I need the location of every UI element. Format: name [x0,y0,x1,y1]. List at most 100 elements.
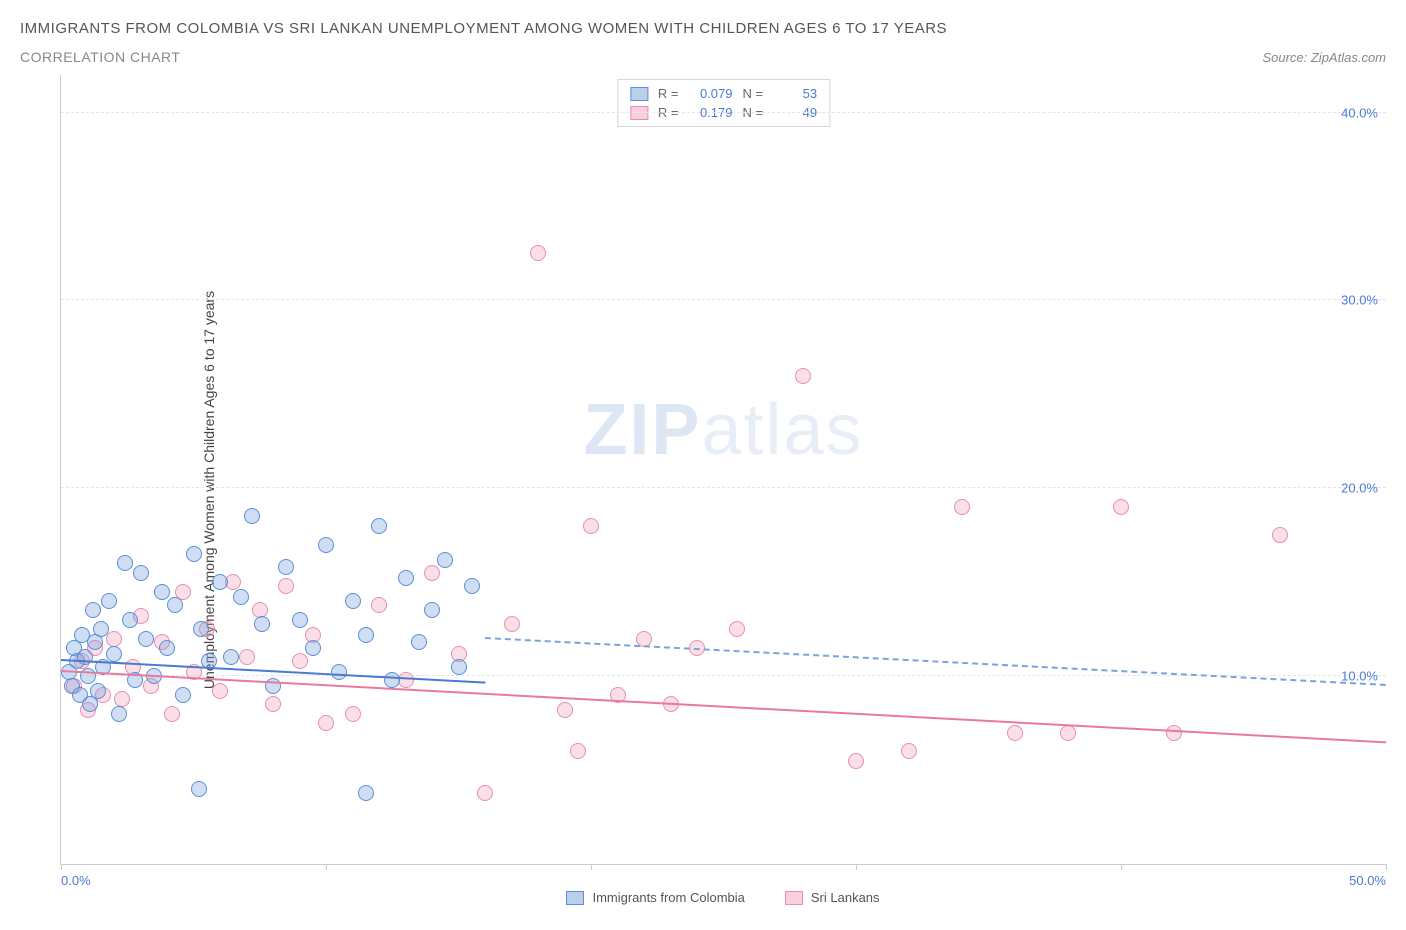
n-label: N = [743,86,764,101]
data-point [233,589,249,605]
x-tick [1121,864,1122,870]
data-point [729,621,745,637]
data-point [583,518,599,534]
data-point [1007,725,1023,741]
stats-row-blue: R = 0.079 N = 53 [618,84,829,103]
r-label: R = [658,86,679,101]
data-point [292,653,308,669]
data-point [254,616,270,632]
data-point [1272,527,1288,543]
chart-area: Unemployment Among Women with Children A… [20,75,1386,905]
data-point [358,785,374,801]
legend-item-pink: Sri Lankans [785,890,880,905]
data-point [114,691,130,707]
data-point [133,565,149,581]
x-tick [61,864,62,870]
data-point [318,715,334,731]
trend-line [61,670,1386,743]
data-point [345,706,361,722]
x-tick [1386,864,1387,870]
data-point [371,518,387,534]
data-point [111,706,127,722]
data-point [101,593,117,609]
source-credit: Source: ZipAtlas.com [1262,50,1386,65]
bottom-legend: Immigrants from Colombia Sri Lankans [60,890,1386,905]
data-point [90,683,106,699]
data-point [278,578,294,594]
swatch-pink-icon [785,891,803,905]
watermark: ZIPatlas [583,389,863,471]
data-point [477,785,493,801]
watermark-light: atlas [701,390,863,470]
x-tick [856,864,857,870]
data-point [186,546,202,562]
data-point [175,687,191,703]
data-point [530,245,546,261]
data-point [193,621,209,637]
data-point [138,631,154,647]
chart-subtitle: CORRELATION CHART [20,49,180,65]
data-point [1113,499,1129,515]
data-point [106,646,122,662]
data-point [901,743,917,759]
data-point [278,559,294,575]
x-tick [326,864,327,870]
legend-item-blue: Immigrants from Colombia [566,890,744,905]
data-point [795,368,811,384]
y-tick-label: 20.0% [1341,481,1378,496]
data-point [292,612,308,628]
data-point [398,570,414,586]
data-point [451,659,467,675]
plot-region: ZIPatlas R = 0.079 N = 53 R = 0.179 N = … [60,75,1386,865]
chart-container: IMMIGRANTS FROM COLOMBIA VS SRI LANKAN U… [20,20,1386,905]
chart-title: IMMIGRANTS FROM COLOMBIA VS SRI LANKAN U… [20,20,1386,37]
data-point [557,702,573,718]
data-point [77,649,93,665]
x-tick-label: 50.0% [1349,873,1386,888]
data-point [1060,725,1076,741]
data-point [239,649,255,665]
data-point [411,634,427,650]
legend-label-pink: Sri Lankans [811,890,880,905]
data-point [159,640,175,656]
y-tick-label: 40.0% [1341,105,1378,120]
data-point [504,616,520,632]
data-point [345,593,361,609]
data-point [223,649,239,665]
data-point [265,678,281,694]
x-tick-label: 0.0% [61,873,91,888]
y-tick-label: 30.0% [1341,293,1378,308]
gridline [61,112,1386,113]
data-point [384,672,400,688]
data-point [424,565,440,581]
data-point [954,499,970,515]
gridline [61,487,1386,488]
data-point [212,683,228,699]
data-point [244,508,260,524]
data-point [570,743,586,759]
data-point [93,621,109,637]
data-point [358,627,374,643]
data-point [164,706,180,722]
stats-legend-box: R = 0.079 N = 53 R = 0.179 N = 49 [617,79,830,127]
data-point [305,640,321,656]
swatch-blue-icon [566,891,584,905]
trend-line [485,637,1386,686]
data-point [167,597,183,613]
legend-label-blue: Immigrants from Colombia [592,890,744,905]
swatch-blue-icon [630,87,648,101]
watermark-bold: ZIP [583,390,701,470]
data-point [437,552,453,568]
subtitle-row: CORRELATION CHART Source: ZipAtlas.com [20,49,1386,65]
data-point [464,578,480,594]
data-point [212,574,228,590]
data-point [424,602,440,618]
data-point [318,537,334,553]
data-point [371,597,387,613]
data-point [331,664,347,680]
data-point [848,753,864,769]
gridline [61,299,1386,300]
data-point [265,696,281,712]
data-point [191,781,207,797]
data-point [85,602,101,618]
